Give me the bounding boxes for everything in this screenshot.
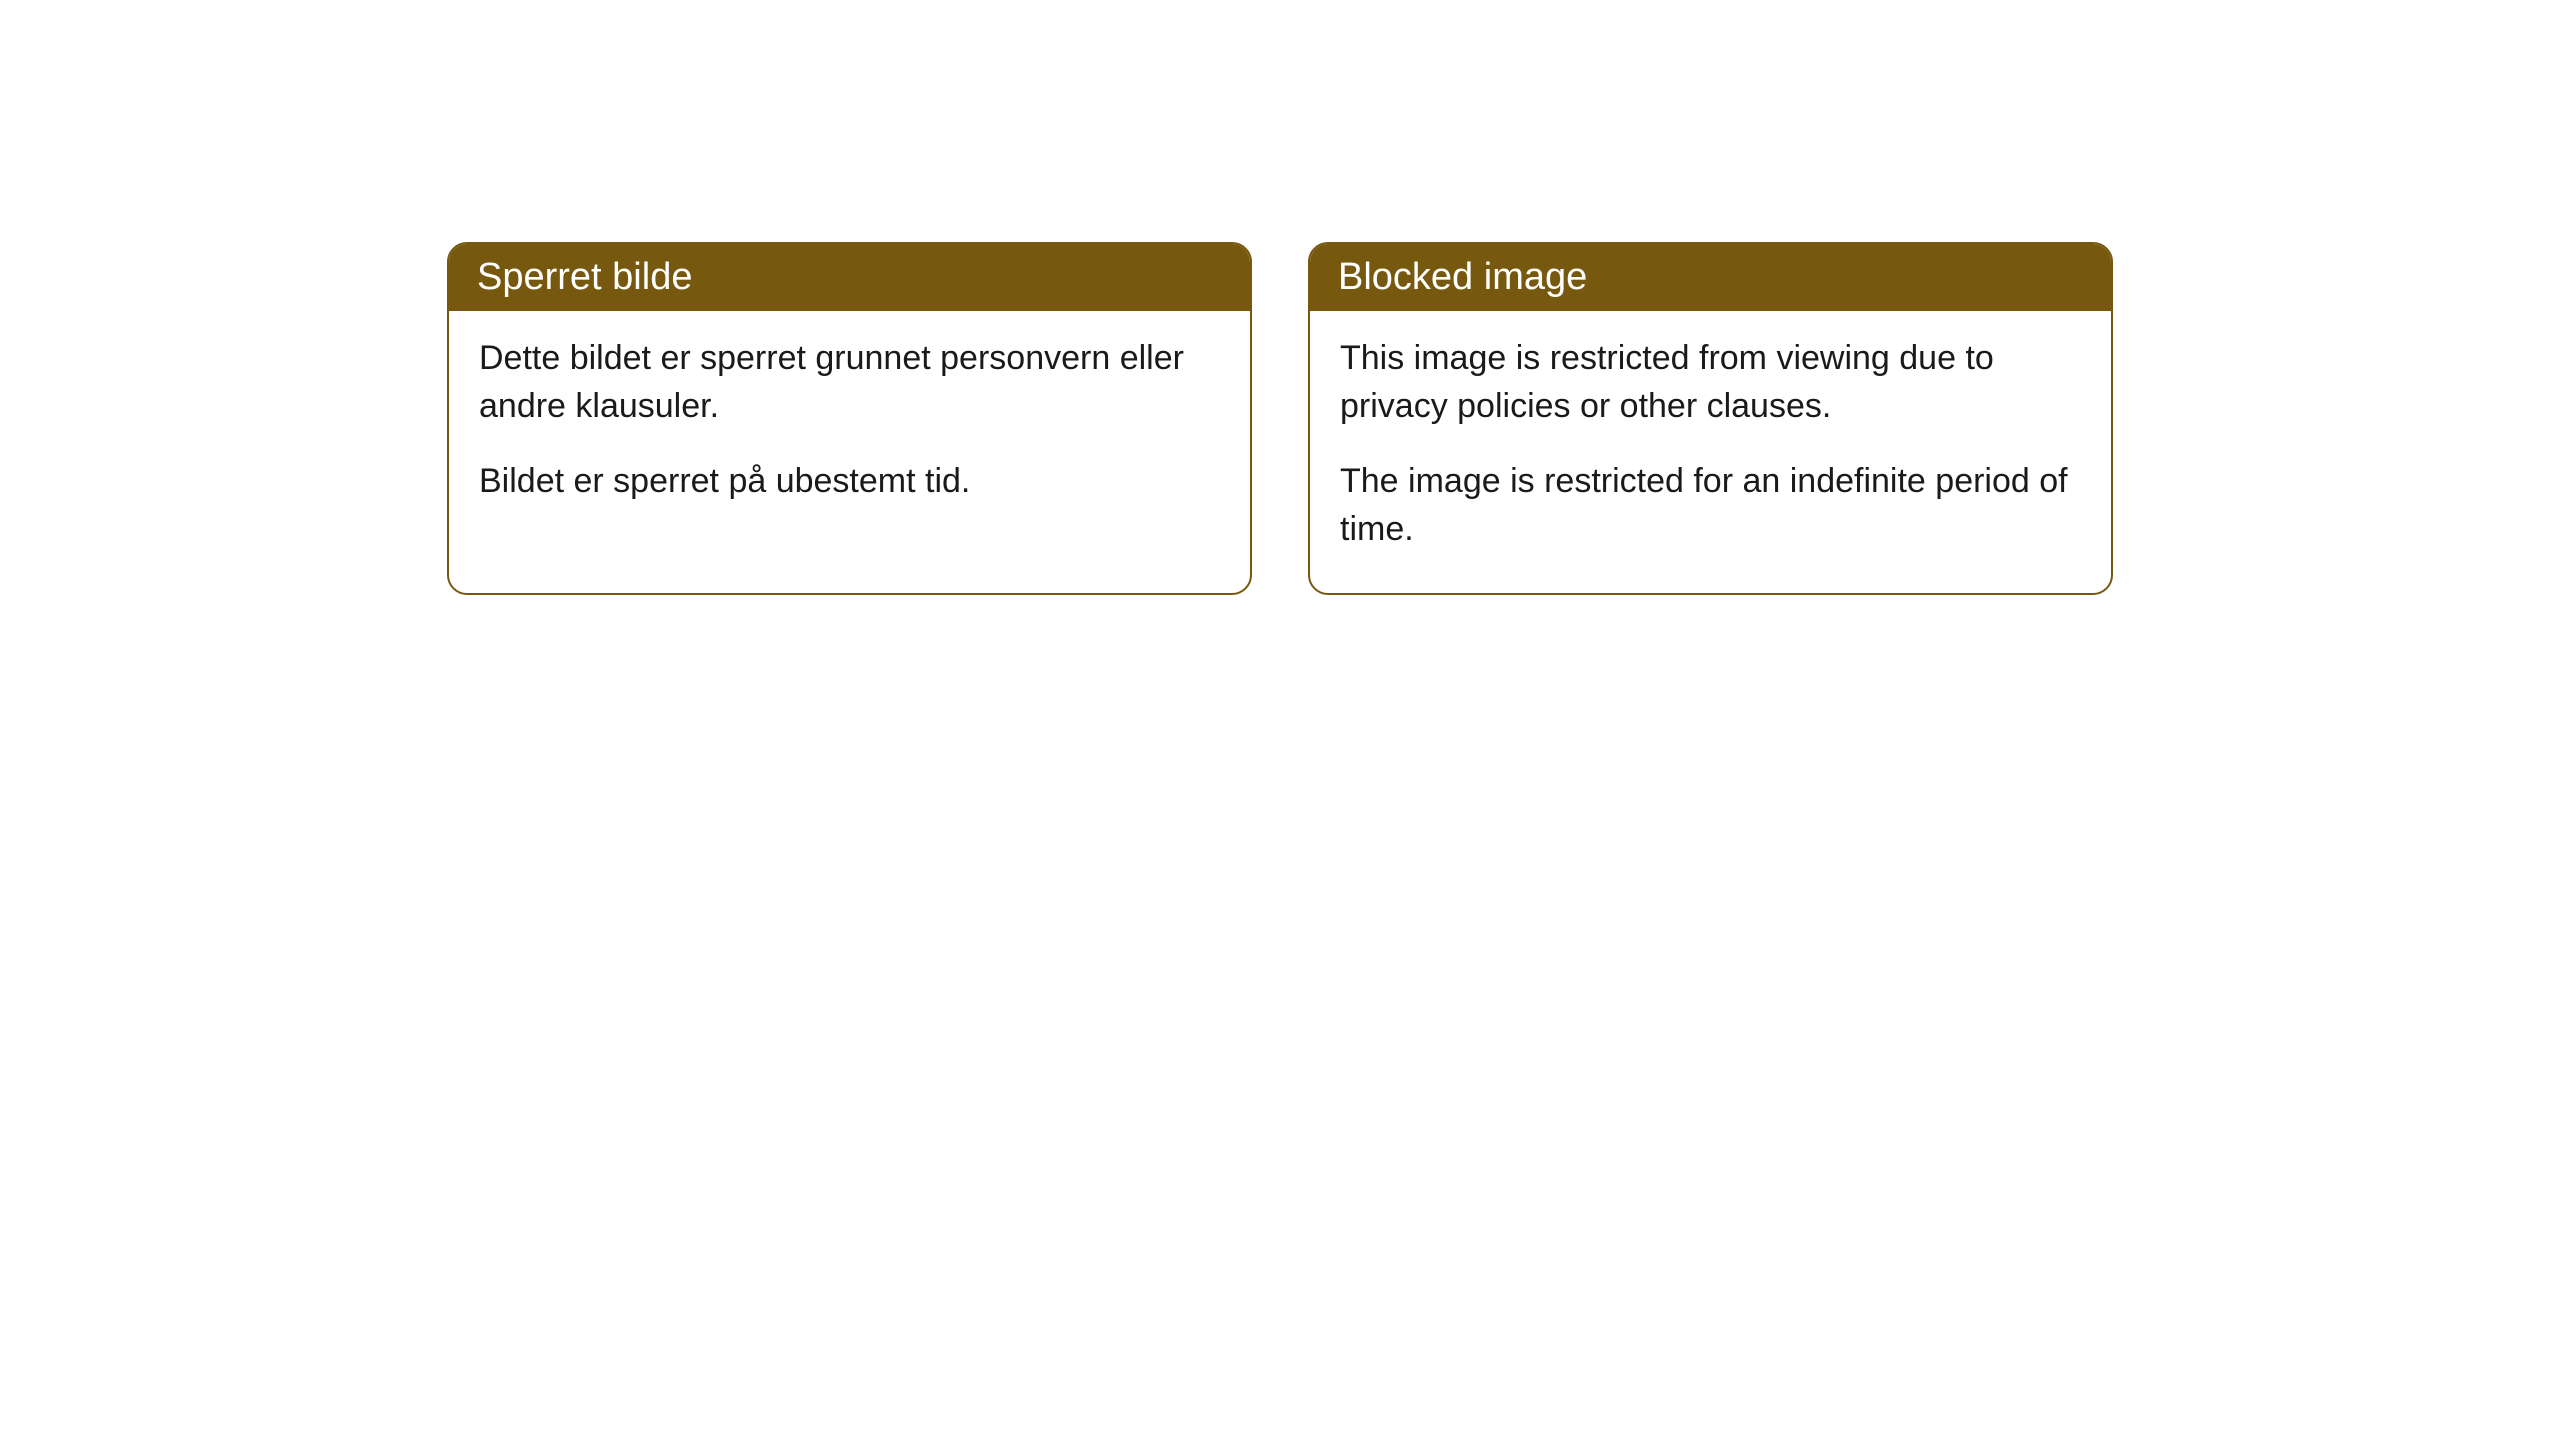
blocked-image-card-english: Blocked image This image is restricted f… [1308,242,2113,595]
notice-cards-container: Sperret bilde Dette bildet er sperret gr… [447,242,2113,595]
card-paragraph: Dette bildet er sperret grunnet personve… [479,335,1220,430]
card-body: This image is restricted from viewing du… [1310,311,2111,593]
card-header: Blocked image [1310,244,2111,311]
card-title: Blocked image [1338,256,1587,298]
card-title: Sperret bilde [477,256,692,298]
card-body: Dette bildet er sperret grunnet personve… [449,311,1250,546]
card-paragraph: Bildet er sperret på ubestemt tid. [479,458,1220,506]
blocked-image-card-norwegian: Sperret bilde Dette bildet er sperret gr… [447,242,1252,595]
card-header: Sperret bilde [449,244,1250,311]
card-paragraph: This image is restricted from viewing du… [1340,335,2081,430]
card-paragraph: The image is restricted for an indefinit… [1340,458,2081,553]
